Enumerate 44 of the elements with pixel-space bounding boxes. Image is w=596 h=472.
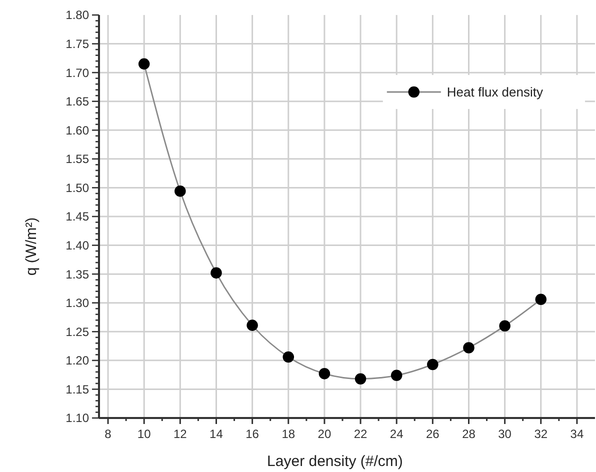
y-tick-label: 1.30 [66, 296, 90, 310]
x-tick-label: 12 [173, 427, 188, 441]
x-tick-label: 24 [390, 427, 404, 441]
y-tick-label: 1.50 [66, 180, 90, 195]
x-axis-title: Layer density (#/cm) [267, 453, 403, 470]
point [318, 368, 330, 380]
x-tick-label: 14 [210, 427, 224, 441]
x-tick-label: 10 [137, 427, 152, 441]
y-tick-label: 1.35 [66, 267, 90, 282]
y-tick-label: 1.80 [66, 8, 90, 22]
x-tick-label: 28 [462, 427, 476, 441]
y-tick-label: 1.65 [66, 94, 90, 109]
point [282, 351, 294, 363]
point [174, 186, 186, 197]
point [499, 320, 510, 332]
y-tick-label: 1.60 [66, 123, 90, 138]
y-tick-label: 1.75 [66, 36, 90, 51]
y-tick-label: 1.70 [66, 66, 90, 80]
x-tick-label: 30 [498, 427, 512, 441]
y-tick-label: 1.25 [66, 324, 90, 339]
point [427, 358, 438, 370]
y-tick-label: 1.10 [66, 411, 90, 426]
x-tick-label: 26 [426, 427, 440, 441]
y-axis-title: q (W/m²) [23, 217, 40, 276]
point [354, 373, 366, 384]
y-tick-label: 1.55 [66, 152, 90, 166]
point [535, 294, 547, 306]
point [210, 267, 222, 279]
x-tick-label: 34 [570, 427, 584, 441]
point [463, 342, 474, 354]
point [246, 320, 258, 331]
x-tick-label: 22 [354, 427, 368, 441]
x-tick-label: 16 [246, 427, 260, 441]
y-tick-label: 1.20 [66, 354, 90, 368]
point [390, 370, 402, 382]
y-tick-label: 1.45 [66, 210, 90, 224]
y-tick-label: 1.15 [66, 382, 90, 396]
x-tick-label: 18 [282, 427, 296, 441]
y-tick-label: 1.40 [66, 238, 90, 252]
x-tick-label: 20 [318, 427, 332, 441]
legend-label: Heat flux density [446, 84, 544, 100]
point [138, 58, 150, 70]
x-tick-label: 32 [534, 427, 548, 441]
x-tick-label: 8 [104, 427, 112, 441]
